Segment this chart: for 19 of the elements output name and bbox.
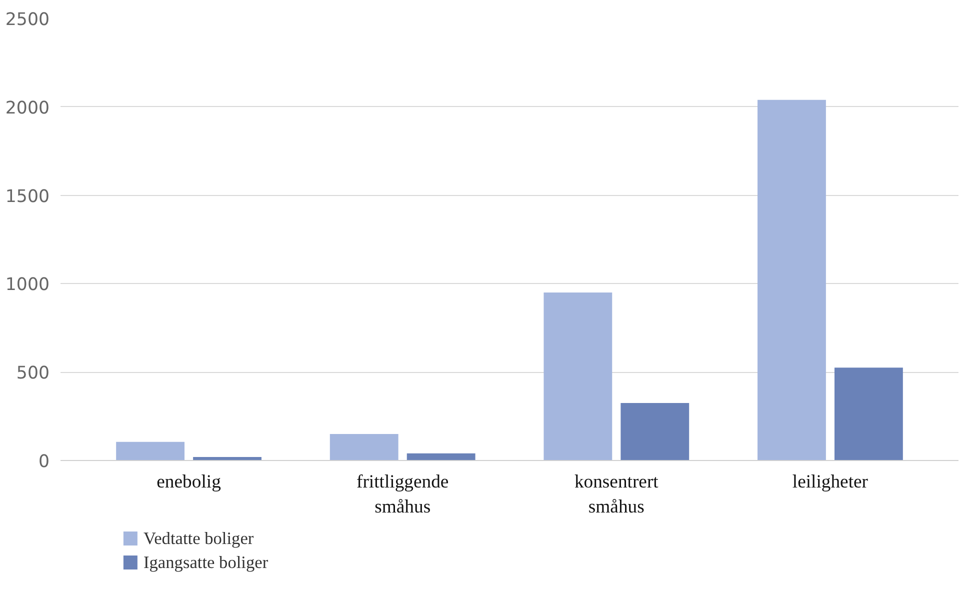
x-tick-label: frittliggende småhus [356,472,449,518]
x-tick-label: konsentrert småhus [574,472,660,518]
y-tick-label: 1000 [5,275,50,296]
bar [620,403,690,460]
bar [116,442,185,460]
y-tick-label: 500 [16,364,50,384]
bar [406,453,476,460]
bar [834,368,903,460]
bar [544,292,612,460]
x-tick-label: enebolig [156,472,221,492]
bar [330,434,398,460]
y-tick-label: 0 [38,452,50,472]
y-tick-label: 1500 [5,186,50,207]
x-tick-label: leiligheter [792,472,869,492]
y-tick-label: 2000 [5,98,50,118]
legend-label: Vedtatte boliger [143,529,254,548]
legend-label: Igangsatte boliger [143,553,268,572]
bar [758,100,826,460]
y-tick-label: 2500 [5,10,50,30]
